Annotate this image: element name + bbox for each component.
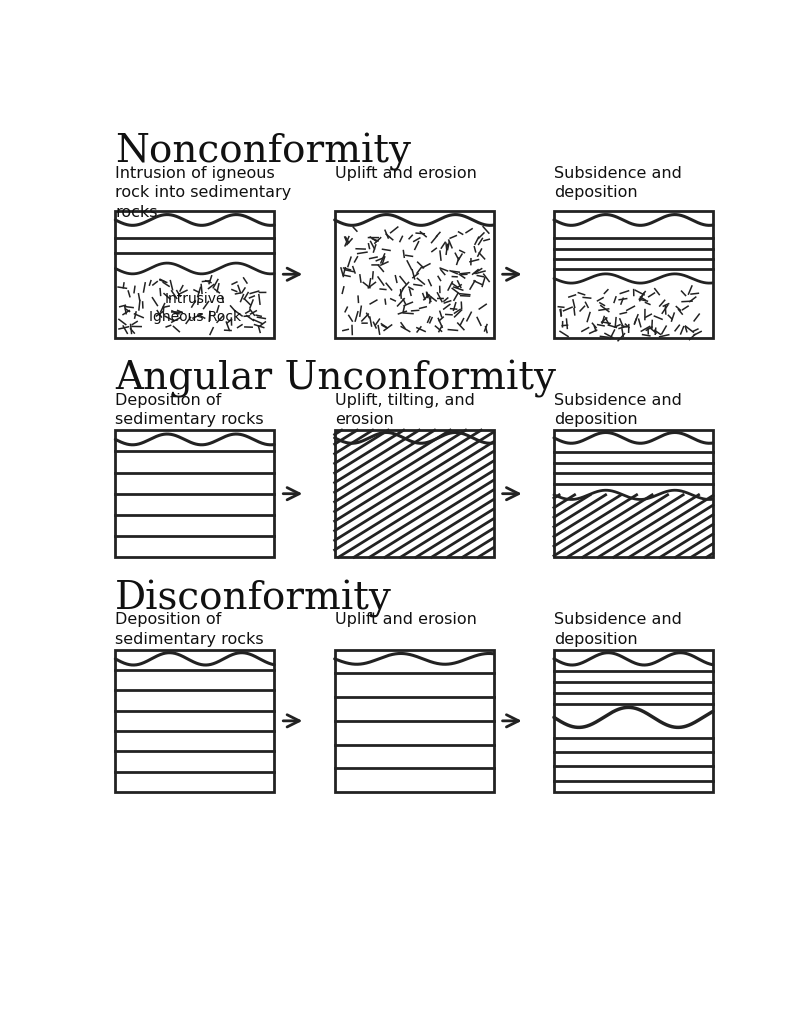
Bar xyxy=(335,431,494,557)
Text: Deposition of
sedimentary rocks: Deposition of sedimentary rocks xyxy=(115,611,264,646)
Text: Nonconformity: Nonconformity xyxy=(115,133,411,171)
Bar xyxy=(115,431,274,557)
Text: Uplift, tilting, and
erosion: Uplift, tilting, and erosion xyxy=(335,392,474,427)
Bar xyxy=(554,212,713,338)
Text: Angular Unconformity: Angular Unconformity xyxy=(115,360,556,398)
Bar xyxy=(335,650,494,793)
Text: Subsidence and
deposition: Subsidence and deposition xyxy=(554,611,682,646)
Text: Subsidence and
deposition: Subsidence and deposition xyxy=(554,392,682,427)
Text: Subsidence and
deposition: Subsidence and deposition xyxy=(554,165,682,200)
Text: Disconformity: Disconformity xyxy=(115,579,393,618)
Bar xyxy=(115,212,274,338)
Text: Uplift and erosion: Uplift and erosion xyxy=(335,611,477,627)
Bar xyxy=(335,212,494,338)
Bar xyxy=(554,431,713,557)
Bar xyxy=(554,650,713,793)
Text: Deposition of
sedimentary rocks: Deposition of sedimentary rocks xyxy=(115,392,264,427)
Text: Intrusion of igneous
rock into sedimentary
rocks: Intrusion of igneous rock into sedimenta… xyxy=(115,165,292,220)
Bar xyxy=(115,650,274,793)
Text: Uplift and erosion: Uplift and erosion xyxy=(335,165,477,180)
Text: Intrusive
Igneous Rock: Intrusive Igneous Rock xyxy=(148,291,241,324)
